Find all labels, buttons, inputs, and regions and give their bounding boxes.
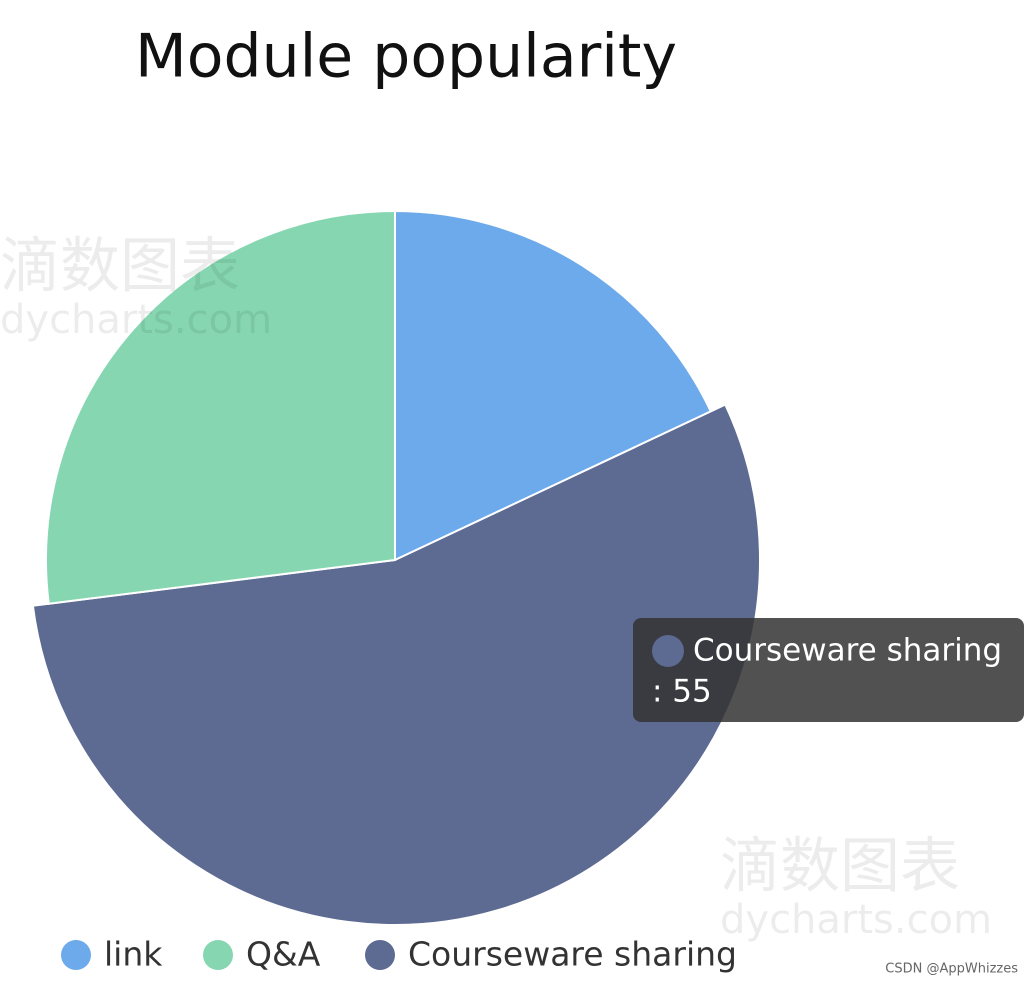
- tooltip-value: : 55: [652, 674, 712, 710]
- watermark: dycharts.com: [0, 297, 272, 343]
- pie-slice: [45, 209, 396, 605]
- tooltip-box: [633, 618, 1024, 722]
- watermark: CSDN @AppWhizzes: [885, 962, 1018, 977]
- legend-marker: [61, 940, 91, 970]
- pie: [31, 209, 761, 926]
- legend-label: link: [104, 935, 163, 974]
- pie-slice: [394, 209, 713, 562]
- pie-slice: [31, 403, 761, 926]
- legend: link Q&A Courseware sharing: [61, 935, 737, 974]
- watermark: 滴数图表: [720, 832, 960, 902]
- chart-title: Module popularity: [135, 22, 677, 92]
- tooltip-marker: [652, 635, 684, 667]
- tooltip-name: Courseware sharing: [693, 633, 1002, 669]
- watermark: dycharts.com: [720, 897, 992, 943]
- legend-marker: [365, 940, 395, 970]
- legend-marker: [203, 940, 233, 970]
- tooltip: Courseware sharing : 55: [633, 618, 1024, 722]
- legend-label: Q&A: [246, 935, 321, 974]
- watermark: 滴数图表: [0, 232, 240, 302]
- legend-label: Courseware sharing: [408, 935, 737, 974]
